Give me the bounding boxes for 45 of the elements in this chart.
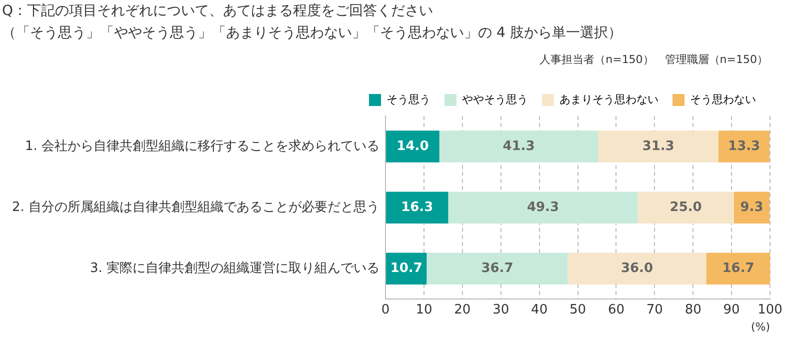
bar (448, 192, 638, 224)
data-label: 14.0 (396, 138, 429, 154)
data-label: 36.7 (481, 261, 514, 276)
text: Q：下記の項目それぞれについて、あてはまる程度をご回答ください (2, 2, 434, 20)
x-tick-label: 20 (454, 302, 471, 318)
bar (638, 192, 734, 224)
data-label: 36.0 (620, 261, 654, 276)
bar (439, 130, 598, 162)
x-tick-label: 70 (646, 302, 663, 318)
bar (568, 252, 706, 285)
y-tick-label: 1. 会社から自律共創型組織に移行することを求められている (24, 138, 380, 154)
data-label: 31.3 (642, 138, 674, 154)
x-tick-label: 0 (381, 302, 390, 318)
bar (706, 252, 770, 285)
legend-label: そう思う (386, 92, 430, 106)
data-label: 49.3 (526, 200, 560, 215)
legend-label: ややそう思う (462, 92, 528, 106)
bar (718, 130, 770, 162)
x-axis-title: (%) (750, 320, 770, 334)
data-label: 10.7 (390, 261, 422, 276)
data-label: 13.3 (728, 138, 760, 154)
legend-label: あまりそう思わない (560, 92, 658, 106)
x-tick-label: 100 (758, 302, 782, 318)
x-tick-label: 60 (608, 302, 624, 318)
chart-subtitle: （「そう思う」「ややそう思う」「あまりそう思わない」「そう思わない」の 4 肢から単一選択） (2, 24, 622, 42)
data-label: 16.3 (401, 200, 434, 215)
x-tick-label: 10 (416, 302, 432, 318)
data-label: 25.0 (670, 200, 702, 215)
x-tick-label: 50 (569, 302, 586, 318)
bar (386, 130, 440, 162)
bar (734, 192, 770, 224)
y-tick-label: 2. 自分の所属組織は自律共創型組織であることが必要だと思う (12, 200, 380, 215)
bar (598, 130, 718, 162)
legend-label: そう思わない (690, 92, 756, 106)
bar (386, 192, 448, 224)
data-label: 16.7 (722, 261, 754, 276)
bar (426, 252, 568, 285)
x-tick-label: 30 (492, 302, 510, 318)
data-label: 41.3 (502, 138, 535, 154)
y-tick-label: 3. 実際に自律共創型の組織運営に取り組んでいる (90, 260, 380, 276)
text: 人事担当者（n=150） 管理職層（n=150） (540, 52, 768, 67)
x-tick-label: 80 (684, 302, 702, 318)
x-tick-label: 40 (531, 302, 548, 318)
data-label: 9.3 (740, 200, 764, 215)
x-tick-label: 90 (723, 302, 740, 318)
